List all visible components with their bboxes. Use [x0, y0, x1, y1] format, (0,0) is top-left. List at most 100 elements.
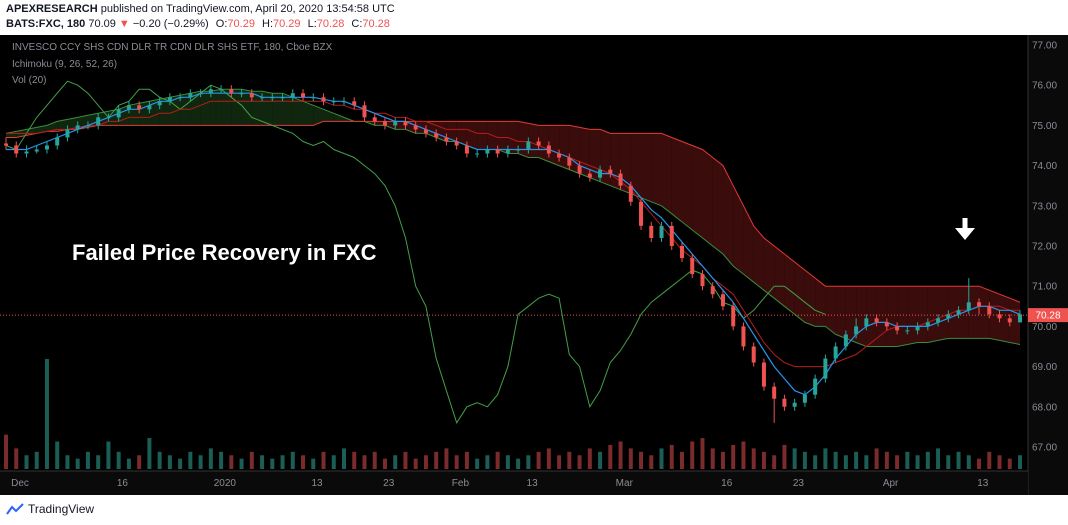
time-tick-label: Apr — [883, 478, 899, 489]
candle-body — [188, 93, 193, 98]
candle-body — [290, 93, 295, 98]
volume-bar — [495, 451, 500, 469]
volume-bar — [24, 455, 29, 469]
candle-body — [413, 125, 418, 130]
cloud-segment — [159, 97, 170, 126]
price-tick-label: 71.00 — [1032, 282, 1057, 293]
volume-bar — [751, 448, 756, 469]
cloud-segment — [333, 113, 344, 122]
candle-body — [925, 322, 930, 327]
publish-info: APEXRESEARCH published on TradingView.co… — [6, 3, 395, 15]
volume-bar — [577, 455, 582, 469]
candle-body — [229, 89, 234, 94]
cloud-segment — [466, 121, 478, 150]
candle-body — [301, 93, 306, 98]
volume-bar — [813, 455, 818, 469]
volume-bar — [761, 451, 766, 469]
low-label: L: — [307, 18, 317, 30]
cloud-segment — [804, 270, 816, 327]
candle-body — [65, 129, 70, 138]
volume-bar — [772, 455, 777, 469]
volume-bar — [516, 458, 521, 469]
legend-vol[interactable]: Vol (20) — [12, 75, 46, 86]
time-tick-label: Dec — [11, 478, 29, 489]
tradingview-logo-icon — [6, 503, 24, 515]
volume-bar — [75, 458, 80, 469]
candle-body — [639, 201, 644, 226]
volume-bar — [710, 448, 715, 469]
chart-annotation-title: Failed Price Recovery in FXC — [72, 240, 377, 265]
volume-bar — [55, 441, 60, 469]
time-axis[interactable] — [0, 471, 1028, 495]
cloud-segment — [384, 121, 396, 130]
volume-bar — [639, 451, 644, 469]
candle-body — [895, 326, 900, 331]
cloud-segment — [57, 119, 68, 132]
cloud-segment — [876, 286, 887, 347]
symbol-bar: BATS:FXC, 180 70.09 ▼ −0.20 (−0.29%) O:7… — [6, 18, 390, 30]
candle-body — [905, 330, 910, 332]
volume-bar — [854, 451, 859, 469]
candle-body — [669, 225, 674, 246]
volume-bar — [270, 458, 275, 469]
footer-brand: TradingView — [28, 502, 95, 516]
cloud-segment — [927, 286, 939, 343]
candle-body — [44, 145, 49, 150]
candle-body — [280, 97, 285, 99]
cloud-segment — [210, 89, 222, 126]
candle-body — [915, 326, 920, 331]
cloud-segment — [712, 157, 723, 255]
volume-bar — [987, 451, 992, 469]
volume-bar — [137, 455, 142, 469]
cloud-segment — [200, 91, 211, 126]
symbol-name[interactable]: BATS:FXC, 180 — [6, 18, 86, 30]
volume-bar — [167, 455, 172, 469]
candle-body — [823, 358, 828, 379]
price-axis[interactable] — [1028, 35, 1068, 495]
cloud-segment — [1009, 298, 1020, 345]
volume-bar — [720, 451, 725, 469]
candle-body — [700, 274, 705, 287]
candle-body — [14, 145, 19, 154]
volume-bar — [280, 455, 285, 469]
volume-bar — [659, 448, 664, 469]
candle-body — [393, 121, 398, 126]
volume-bar — [833, 451, 838, 469]
price-chart[interactable]: INVESCO CCY SHS CDN DLR TR CDN DLR SHS E… — [0, 35, 1068, 495]
volume-bar — [905, 451, 910, 469]
price-tick-label: 67.00 — [1032, 442, 1057, 453]
volume-bar — [587, 448, 592, 469]
leading-span-b-line — [6, 120, 1021, 303]
volume-bar — [628, 448, 633, 469]
time-tick-label: 16 — [117, 478, 129, 489]
candle-body — [219, 89, 224, 91]
cloud-segment — [46, 121, 58, 132]
volume-bar — [229, 455, 234, 469]
cloud-segment — [733, 185, 744, 275]
cloud-segment — [979, 286, 990, 339]
candle-body — [946, 314, 951, 319]
cloud-segment — [600, 129, 611, 186]
volume-bar — [188, 451, 193, 469]
cloud-segment — [518, 121, 529, 158]
cloud-segment — [67, 117, 78, 130]
cloud-segment — [753, 225, 764, 291]
volume-bar — [157, 451, 162, 469]
cloud-segment — [477, 121, 488, 150]
candle-body — [157, 101, 162, 106]
candle-body — [249, 93, 254, 98]
indicator-lines — [5, 80, 1021, 424]
candle-body — [434, 133, 439, 138]
cloud-segment — [897, 286, 908, 347]
candle-body — [813, 378, 818, 395]
legend-ichimoku[interactable]: Ichimoku (9, 26, 52, 26) — [12, 59, 117, 70]
close-value: 70.28 — [362, 18, 390, 30]
candle-body — [680, 245, 684, 259]
volume-bar — [966, 455, 971, 469]
price-tick-label: 76.00 — [1032, 81, 1057, 92]
volume-bar — [434, 451, 439, 469]
volume-bar — [802, 451, 807, 469]
candle-body — [567, 157, 572, 166]
candle-body — [741, 326, 746, 347]
price-tick-label: 73.00 — [1032, 201, 1057, 212]
